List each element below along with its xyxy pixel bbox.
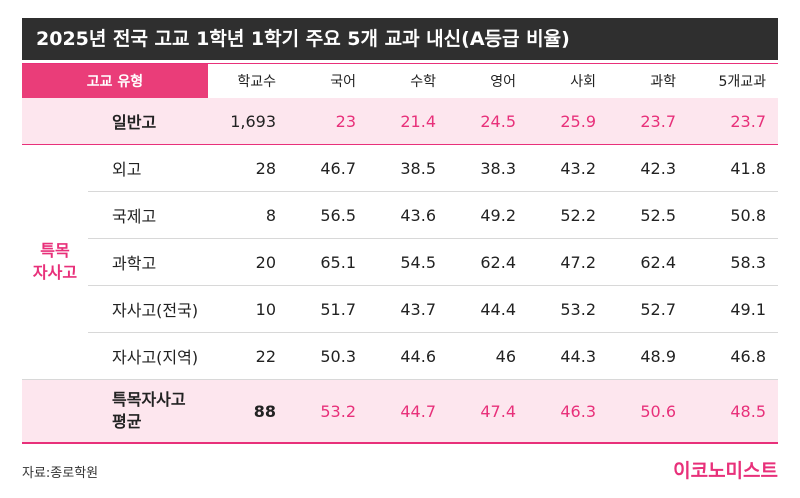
- cell-korean: 51.7: [288, 285, 368, 333]
- cell-schools: 10: [208, 285, 288, 333]
- cell-science: 48.9: [608, 332, 688, 380]
- cell-english: 44.4: [448, 285, 528, 333]
- cell-korean: 23: [288, 98, 368, 145]
- cell-social: 47.2: [528, 238, 608, 286]
- column-header-math: 수학: [368, 63, 448, 98]
- table-row-general: 일반고 1,693 23 21.4 24.5 25.9 23.7 23.7: [22, 98, 778, 145]
- cell-five-subjects: 41.8: [688, 144, 778, 192]
- cell-math: 44.6: [368, 332, 448, 380]
- cell-science: 52.5: [608, 191, 688, 239]
- cell-english: 24.5: [448, 98, 528, 145]
- cell-math: 43.6: [368, 191, 448, 239]
- table-row: 특목 자사고 외고 28 46.7 38.5 38.3 43.2 42.3 41…: [22, 144, 778, 380]
- row-label: 특목자사고 평균: [88, 379, 208, 444]
- cell-schools: 88: [208, 379, 288, 444]
- cell-math: 43.7: [368, 285, 448, 333]
- column-header-type: 고교 유형: [22, 63, 208, 98]
- cell-science: 42.3: [608, 144, 688, 192]
- cell-schools: 8: [208, 191, 288, 239]
- cell-five-subjects: 58.3: [688, 238, 778, 286]
- cell-social: 44.3: [528, 332, 608, 380]
- cell-schools: 20: [208, 238, 288, 286]
- grade-table: 고교 유형 학교수 국어 수학 영어 사회 과학 5개교과 일반고 1,693 …: [22, 63, 778, 444]
- column-header-korean: 국어: [288, 63, 368, 98]
- row-label: 자사고(전국): [88, 285, 208, 333]
- cell-english: 62.4: [448, 238, 528, 286]
- cell-math: 21.4: [368, 98, 448, 145]
- cell-math: 54.5: [368, 238, 448, 286]
- cell-social: 46.3: [528, 379, 608, 444]
- source-note: 자료:종로학원: [22, 466, 99, 481]
- column-header-social: 사회: [528, 63, 608, 98]
- column-header-science: 과학: [608, 63, 688, 98]
- cell-math: 44.7: [368, 379, 448, 444]
- table-row-average: 특목자사고 평균 88 53.2 44.7 47.4 46.3 50.6 48.…: [22, 379, 778, 444]
- cell-five-subjects: 23.7: [688, 98, 778, 145]
- cell-korean: 50.3: [288, 332, 368, 380]
- cell-schools: 22: [208, 332, 288, 380]
- table-row: 과학고 20 65.1 54.5 62.4 47.2 62.4 58.3: [22, 238, 778, 286]
- cell-social: 53.2: [528, 285, 608, 333]
- cell-science: 50.6: [608, 379, 688, 444]
- cell-english: 49.2: [448, 191, 528, 239]
- table-row: 자사고(전국) 10 51.7 43.7 44.4 53.2 52.7 49.1: [22, 285, 778, 333]
- column-header-five-subjects: 5개교과: [688, 63, 778, 98]
- row-label: 일반고: [88, 98, 208, 145]
- cell-five-subjects: 49.1: [688, 285, 778, 333]
- avg-label-line1: 특목자사고: [112, 390, 186, 409]
- cell-five-subjects: 48.5: [688, 379, 778, 444]
- page-title: 2025년 전국 고교 1학년 1학기 주요 5개 교과 내신(A등급 비율): [22, 18, 778, 60]
- cell-science: 52.7: [608, 285, 688, 333]
- cell-social: 52.2: [528, 191, 608, 239]
- cell-five-subjects: 46.8: [688, 332, 778, 380]
- group-label-line2: 자사고: [32, 263, 78, 282]
- row-label: 국제고: [88, 191, 208, 239]
- cell-schools: 28: [208, 144, 288, 192]
- cell-english: 46: [448, 332, 528, 380]
- cell-social: 25.9: [528, 98, 608, 145]
- avg-label-line2: 평균: [112, 412, 142, 431]
- cell-english: 47.4: [448, 379, 528, 444]
- cell-social: 43.2: [528, 144, 608, 192]
- column-header-schools: 학교수: [208, 63, 288, 98]
- group-label: 특목 자사고: [22, 144, 88, 380]
- blank-cell: [22, 98, 88, 145]
- row-label: 외고: [88, 144, 208, 192]
- cell-korean: 56.5: [288, 191, 368, 239]
- group-label-line1: 특목: [40, 241, 70, 260]
- cell-english: 38.3: [448, 144, 528, 192]
- table-row: 국제고 8 56.5 43.6 49.2 52.2 52.5 50.8: [22, 191, 778, 239]
- cell-science: 23.7: [608, 98, 688, 145]
- cell-schools: 1,693: [208, 98, 288, 145]
- cell-science: 62.4: [608, 238, 688, 286]
- column-header-english: 영어: [448, 63, 528, 98]
- row-label: 과학고: [88, 238, 208, 286]
- cell-korean: 46.7: [288, 144, 368, 192]
- cell-korean: 53.2: [288, 379, 368, 444]
- publisher-logo: 이코노미스트: [673, 460, 778, 482]
- row-label: 자사고(지역): [88, 332, 208, 380]
- cell-korean: 65.1: [288, 238, 368, 286]
- cell-five-subjects: 50.8: [688, 191, 778, 239]
- blank-cell: [22, 379, 88, 444]
- cell-math: 38.5: [368, 144, 448, 192]
- table-row: 자사고(지역) 22 50.3 44.6 46 44.3 48.9 46.8: [22, 332, 778, 380]
